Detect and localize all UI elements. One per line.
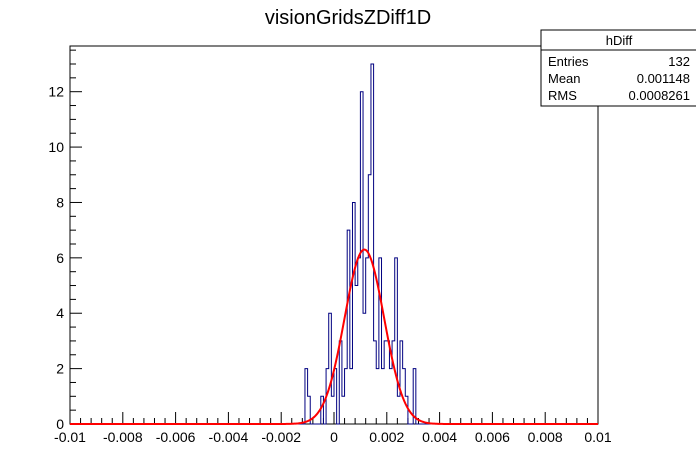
x-tick-label: 0.002: [369, 429, 404, 445]
y-tick-label: 10: [48, 139, 64, 155]
stats-entries-value: 132: [668, 54, 690, 69]
x-tick-label: 0.01: [584, 429, 611, 445]
stats-rms-label: RMS: [548, 88, 577, 103]
histogram-outline: [70, 63, 598, 425]
x-tick-label: -0.002: [261, 429, 301, 445]
y-axis-ticks: [70, 49, 82, 425]
gaussian-fit-curve: [70, 248, 598, 425]
x-tick-label: -0.01: [54, 429, 86, 445]
x-axis-ticks: [69, 412, 599, 424]
y-tick-label: 2: [56, 361, 64, 377]
x-axis-tick-labels: -0.01 -0.008 -0.006 -0.004 -0.002 0 0.002 0.004…: [54, 429, 612, 445]
y-tick-label: 4: [56, 305, 64, 321]
y-tick-label: 6: [56, 250, 64, 266]
y-tick-label: 12: [48, 84, 64, 100]
stats-box: hDiff Entries 132 Mean 0.001148 RMS 0.00…: [540, 29, 696, 107]
y-tick-label: 8: [56, 194, 64, 210]
x-tick-label: 0.008: [528, 429, 563, 445]
x-tick-label: 0: [330, 429, 338, 445]
stats-mean-value: 0.001148: [637, 71, 690, 86]
stats-entries-label: Entries: [548, 54, 589, 69]
x-tick-label: -0.004: [209, 429, 249, 445]
stats-rms-value: 0.0008261: [629, 88, 690, 103]
stats-box-frame: [540, 29, 696, 107]
x-tick-label: 0.004: [422, 429, 457, 445]
x-tick-label: -0.006: [156, 429, 196, 445]
stats-box-title: hDiff: [606, 33, 633, 48]
y-tick-label: 0: [56, 416, 64, 432]
x-tick-label: -0.008: [103, 429, 143, 445]
x-tick-label: 0.006: [475, 429, 510, 445]
stats-mean-label: Mean: [548, 71, 581, 86]
chart-title: visionGridsZDiff1D: [265, 7, 431, 29]
y-axis-tick-labels: 0 2 4 6 8 10 12: [48, 84, 64, 432]
